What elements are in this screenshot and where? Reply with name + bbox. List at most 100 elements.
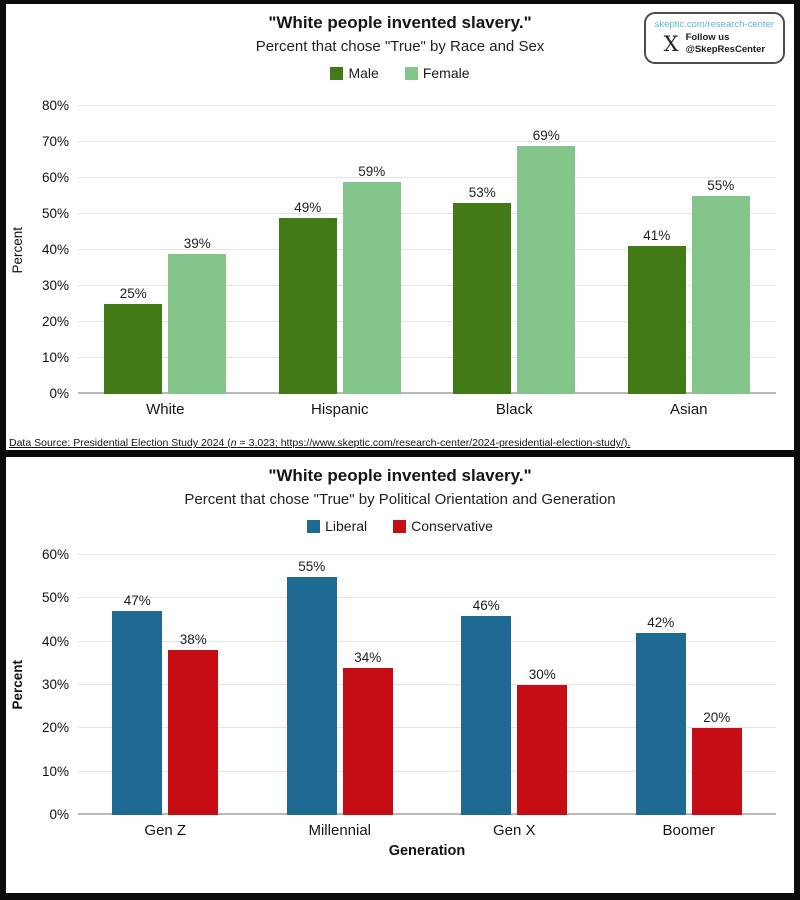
plot-area: 25% 39% 49% 59% 53% 69% 41% 55% (78, 105, 777, 394)
bar-value-label: 25% (119, 286, 147, 301)
bar (461, 615, 512, 815)
bottom-chart-panel: "White people invented slavery." Percent… (6, 457, 794, 893)
x-axis-ticks: Gen Z Millennial Gen X Boomer (78, 822, 776, 839)
y-tick-label: 80% (41, 98, 69, 113)
bar-value-label: 39% (183, 235, 211, 251)
legend-swatch-icon (393, 519, 407, 533)
y-axis-title: Percent (6, 106, 28, 394)
gridline (78, 554, 776, 555)
gridline (78, 357, 776, 358)
bar-value-label: 34% (354, 649, 382, 665)
badge-follow-text: Follow us @SkepResCenter (686, 32, 766, 57)
bar-group: 41% 55% (602, 106, 777, 394)
x-tick-label: Hispanic (310, 401, 369, 418)
x-tick-label: White (146, 401, 185, 418)
bar-wrapper: 46% (461, 597, 512, 815)
badge-follow-line2: @SkepResCenter (685, 44, 766, 56)
y-tick-label: 50% (41, 590, 69, 606)
bar (342, 181, 401, 394)
y-axis-ticks: 0% 10% 20% 30% 40% 50% 60% 70% 80% (28, 98, 78, 401)
gridline (78, 727, 776, 729)
bar-wrapper: 42% (635, 615, 686, 815)
bar-group: 42% 20% (602, 555, 777, 815)
bar-wrapper: 39% (168, 235, 227, 394)
badge-url: skeptic.com/research-center (654, 19, 774, 30)
bar (635, 633, 686, 815)
x-tick-label: Boomer (662, 822, 716, 839)
x-tick-label: Asian (669, 401, 708, 418)
y-axis-title-text: Percent (9, 226, 25, 274)
bar (691, 196, 750, 394)
bar-wrapper: 25% (104, 286, 163, 394)
chart-title: "White people invented slavery." (268, 466, 532, 485)
source-note-suffix: = 3,023; https://www.skeptic.com/researc… (236, 437, 631, 449)
bar-wrapper: 34% (342, 649, 393, 815)
data-source-note: Data Source: Presidential Election Study… (9, 437, 791, 449)
y-tick-label: 20% (41, 720, 69, 736)
bar-wrapper: 47% (112, 593, 163, 815)
gridline (78, 597, 776, 599)
legend-item: Conservative (393, 518, 493, 534)
legend-item: Female (404, 65, 470, 81)
bar (342, 667, 393, 815)
y-tick-label: 60% (41, 547, 69, 562)
bar (168, 650, 219, 815)
y-tick-label: 0% (49, 386, 69, 401)
bar (168, 253, 227, 394)
bar (278, 217, 337, 394)
gridline (78, 321, 776, 322)
y-tick-label: 30% (41, 278, 69, 293)
bar-wrapper: 20% (691, 710, 742, 815)
bar-value-label: 53% (468, 185, 496, 201)
bar-group: 49% 59% (253, 106, 428, 394)
bar-value-label: 46% (472, 597, 500, 613)
legend-swatch-icon (307, 519, 321, 533)
chart-subtitle: Percent that chose "True" by Race and Se… (255, 38, 545, 55)
gridline (78, 684, 776, 685)
bar-value-label: 49% (294, 199, 322, 215)
bar-wrapper: 41% (627, 228, 686, 394)
y-axis-title-text: Percent (9, 660, 25, 710)
bar-group: 25% 39% (78, 106, 253, 394)
gridline (78, 770, 776, 772)
top-chart-panel: "White people invented slavery." Percent… (6, 4, 794, 450)
gridline (78, 285, 776, 286)
x-tick-label: Black (495, 401, 533, 418)
bar-chart-race-sex: Percent 0% 10% 20% 30% 40% 50% 60% 70% 80% 25% 39… (6, 98, 794, 401)
legend-swatch-icon (404, 66, 418, 80)
y-tick-label: 50% (41, 206, 69, 221)
bar-group: 46% 30% (427, 555, 602, 815)
bar (627, 246, 686, 394)
y-axis-ticks: 0% 10% 20% 30% 40% 50% 60% (28, 547, 78, 822)
legend: Liberal Conservative (6, 517, 794, 535)
source-note-n: n (230, 437, 237, 449)
badge-follow-row: X Follow us @SkepResCenter (655, 32, 774, 57)
bar-groups: 47% 38% 55% 34% 46% 30% 42% 20% (78, 555, 776, 815)
bar (112, 611, 163, 815)
chart-subtitle: Percent that chose "True" by Political O… (184, 491, 616, 508)
y-tick-label: 30% (41, 677, 69, 692)
legend-label: Male (348, 65, 379, 81)
bar (286, 576, 337, 815)
gridline (78, 213, 776, 214)
source-note-prefix: Data Source: Presidential Election Study… (9, 437, 231, 449)
gridline (78, 141, 776, 142)
bar-group: 47% 38% (78, 555, 253, 815)
gridline (78, 640, 776, 642)
y-tick-label: 0% (49, 807, 69, 822)
badge-follow-line1: Follow us (685, 32, 730, 43)
y-tick-label: 40% (41, 633, 69, 649)
legend-swatch-icon (330, 66, 344, 80)
x-axis-ticks: White Hispanic Black Asian (78, 401, 776, 418)
y-axis-title: Percent (6, 555, 28, 815)
bar-value-label: 59% (358, 163, 386, 179)
bar-value-label: 69% (532, 127, 560, 143)
bar-wrapper: 69% (517, 127, 576, 394)
chart-title: "White people invented slavery." (268, 13, 532, 32)
bar (104, 304, 163, 394)
bar (453, 203, 512, 394)
x-tick-label: Gen Z (144, 822, 187, 839)
bar-wrapper: 38% (168, 632, 219, 815)
bar-value-label: 55% (707, 178, 735, 193)
y-tick-label: 10% (41, 350, 69, 365)
